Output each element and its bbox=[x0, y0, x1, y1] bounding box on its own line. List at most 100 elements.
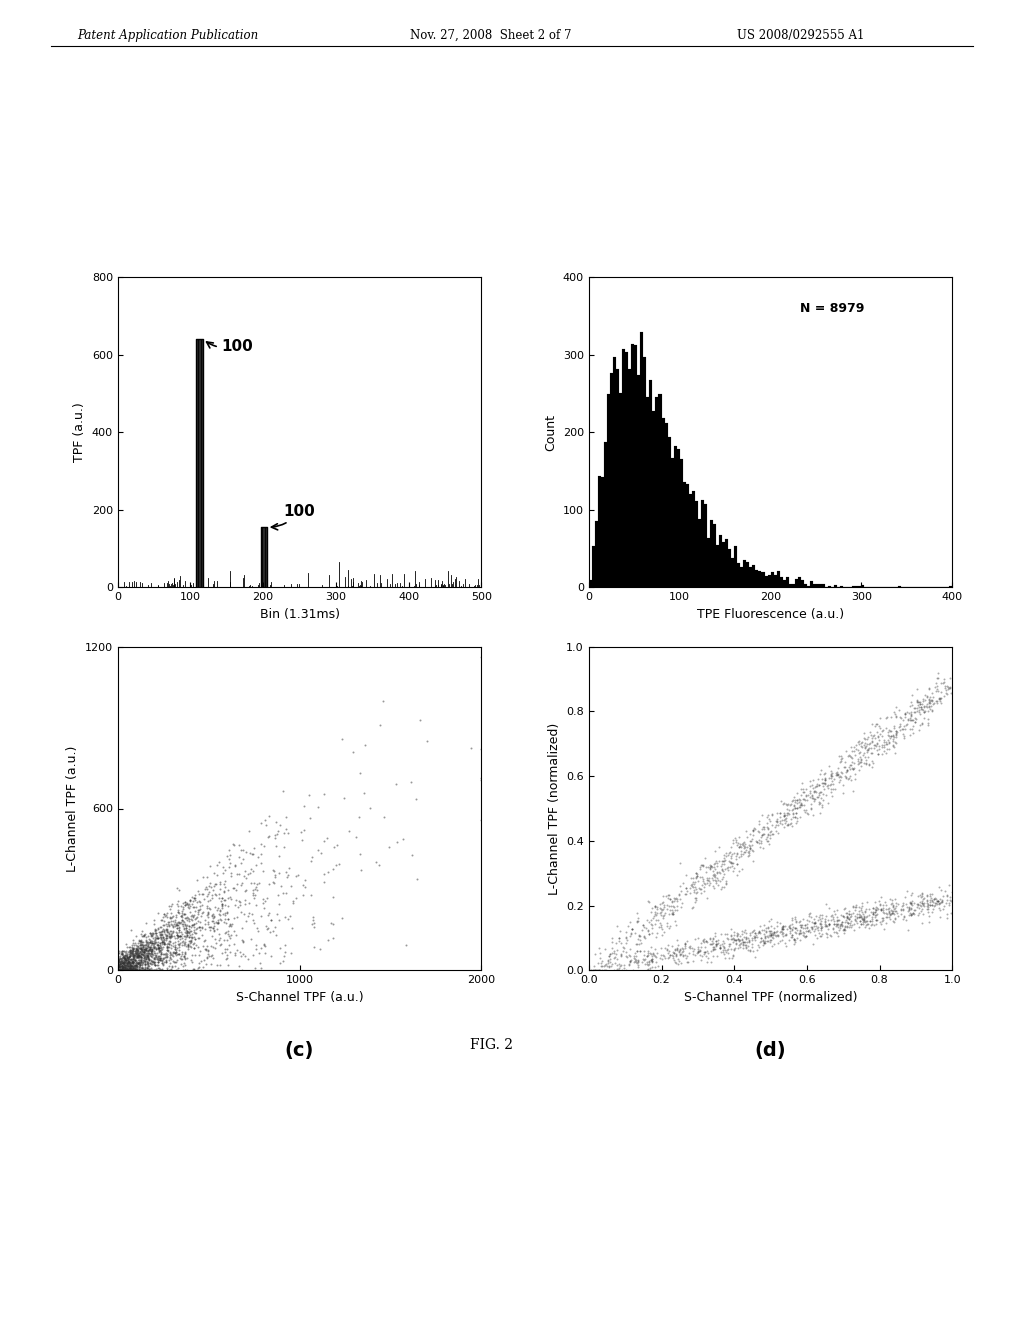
Point bbox=[763, 925, 779, 946]
Point bbox=[180, 895, 197, 916]
Point bbox=[152, 940, 168, 961]
Point bbox=[164, 923, 180, 944]
Point bbox=[142, 953, 159, 974]
Point bbox=[208, 884, 224, 906]
Bar bbox=[643, 358, 646, 587]
Point bbox=[658, 915, 675, 936]
Point bbox=[127, 950, 143, 972]
Point bbox=[874, 902, 891, 923]
Point bbox=[142, 931, 159, 952]
Point bbox=[111, 960, 127, 981]
Point bbox=[124, 950, 140, 972]
Point bbox=[114, 956, 130, 977]
Point bbox=[909, 886, 926, 907]
Point bbox=[275, 837, 292, 858]
Point bbox=[756, 923, 772, 944]
Bar bbox=[810, 581, 813, 587]
Point bbox=[122, 942, 138, 964]
Point bbox=[639, 909, 655, 931]
Point bbox=[911, 714, 928, 735]
Point bbox=[114, 958, 130, 979]
Point bbox=[662, 888, 678, 909]
Bar bbox=[734, 545, 737, 587]
Point bbox=[124, 941, 140, 962]
Point bbox=[760, 805, 776, 826]
Point bbox=[685, 944, 701, 965]
Point bbox=[181, 895, 198, 916]
Point bbox=[925, 689, 941, 710]
Point bbox=[814, 904, 830, 925]
Point bbox=[162, 927, 178, 948]
Point bbox=[708, 873, 724, 894]
Point bbox=[840, 912, 856, 933]
Point bbox=[180, 896, 197, 917]
Point bbox=[850, 751, 866, 772]
Point bbox=[122, 954, 138, 975]
Point bbox=[194, 950, 210, 972]
Point bbox=[640, 950, 656, 972]
Point bbox=[130, 952, 146, 973]
Point bbox=[122, 944, 138, 965]
Point bbox=[810, 768, 826, 789]
Point bbox=[117, 956, 133, 977]
Point bbox=[827, 921, 844, 942]
Point bbox=[924, 682, 940, 704]
Point bbox=[403, 845, 420, 866]
Point bbox=[228, 907, 245, 928]
Point bbox=[126, 957, 142, 978]
Point bbox=[121, 957, 137, 978]
Point bbox=[841, 768, 857, 789]
Point bbox=[632, 929, 648, 950]
Point bbox=[791, 791, 807, 812]
Point bbox=[144, 952, 161, 973]
Point bbox=[117, 960, 133, 981]
Point bbox=[127, 945, 143, 966]
Point bbox=[836, 919, 852, 940]
Point bbox=[111, 960, 127, 981]
Bar bbox=[668, 437, 671, 587]
Point bbox=[923, 689, 939, 710]
Point bbox=[854, 904, 870, 925]
Point bbox=[183, 894, 200, 915]
Point bbox=[882, 898, 898, 919]
Point bbox=[210, 912, 226, 933]
Point bbox=[111, 960, 127, 981]
Point bbox=[135, 960, 152, 981]
Point bbox=[910, 902, 927, 923]
Point bbox=[132, 944, 148, 965]
Point bbox=[196, 866, 212, 887]
Point bbox=[752, 921, 768, 942]
Bar bbox=[658, 393, 662, 587]
Point bbox=[128, 950, 144, 972]
Point bbox=[263, 909, 280, 931]
Point bbox=[708, 841, 724, 862]
Bar bbox=[707, 537, 710, 587]
Point bbox=[864, 908, 881, 929]
Point bbox=[237, 945, 253, 966]
Point bbox=[110, 942, 126, 964]
Point bbox=[885, 903, 901, 924]
Point bbox=[168, 960, 184, 981]
Point bbox=[151, 936, 167, 957]
Point bbox=[802, 780, 818, 801]
Point bbox=[766, 921, 782, 942]
Point bbox=[769, 921, 785, 942]
Point bbox=[139, 956, 156, 977]
Point bbox=[722, 933, 738, 954]
Point bbox=[824, 785, 841, 807]
Point bbox=[217, 895, 233, 916]
Point bbox=[711, 861, 727, 882]
Point bbox=[269, 824, 286, 845]
Point bbox=[756, 818, 772, 840]
Point bbox=[126, 957, 142, 978]
Point bbox=[926, 888, 942, 909]
Point bbox=[707, 936, 723, 957]
Point bbox=[120, 957, 136, 978]
Point bbox=[131, 954, 147, 975]
Point bbox=[124, 950, 140, 972]
Point bbox=[792, 923, 808, 944]
Point bbox=[756, 824, 772, 845]
Point bbox=[193, 899, 209, 920]
Point bbox=[124, 937, 140, 958]
Point bbox=[178, 920, 195, 941]
